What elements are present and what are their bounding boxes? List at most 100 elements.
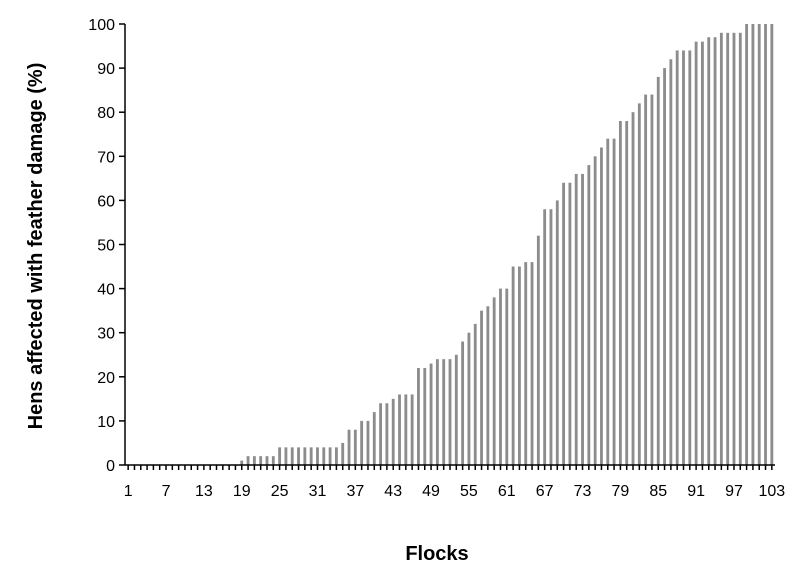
y-tick-label: 60 bbox=[97, 193, 115, 210]
bar bbox=[530, 262, 534, 465]
bar bbox=[713, 37, 717, 465]
bar bbox=[606, 138, 610, 465]
bar bbox=[366, 420, 370, 465]
bar bbox=[644, 94, 648, 465]
x-axis-title: Flocks bbox=[405, 543, 468, 565]
bar bbox=[675, 50, 679, 466]
bar bbox=[719, 32, 723, 465]
bar bbox=[391, 398, 395, 465]
x-tick-label: 13 bbox=[195, 483, 213, 500]
bar bbox=[297, 447, 300, 465]
y-axis: 0 10 20 30 40 50 60 70 80 90 100 bbox=[88, 17, 126, 475]
bar bbox=[707, 37, 711, 465]
y-tick-label: 70 bbox=[97, 149, 115, 166]
bar bbox=[429, 363, 433, 465]
bar bbox=[259, 456, 263, 465]
y-tick-label: 100 bbox=[88, 17, 115, 34]
y-tick-label: 90 bbox=[97, 61, 115, 78]
bar bbox=[328, 447, 332, 465]
bar bbox=[385, 403, 389, 465]
bar bbox=[511, 266, 515, 465]
bar bbox=[423, 367, 427, 465]
bar bbox=[473, 323, 477, 465]
x-tick-label: 49 bbox=[422, 483, 440, 500]
y-tick-label: 80 bbox=[97, 105, 115, 122]
bar bbox=[398, 394, 401, 465]
x-axis: 1 7 13 19 25 31 37 43 49 55 61 67 73 79 85 91 97 103 bbox=[124, 464, 785, 500]
x-tick-label: 103 bbox=[758, 483, 785, 500]
bar bbox=[770, 24, 774, 465]
y-tick-label: 10 bbox=[97, 414, 115, 431]
bar bbox=[492, 297, 496, 465]
bar bbox=[764, 24, 767, 465]
bar bbox=[650, 94, 654, 465]
bar bbox=[574, 173, 578, 465]
x-tick-label: 85 bbox=[649, 483, 667, 500]
bar bbox=[246, 456, 250, 465]
bar bbox=[322, 447, 326, 465]
bar bbox=[404, 394, 408, 465]
bar bbox=[448, 359, 452, 465]
x-tick-label: 1 bbox=[124, 483, 133, 500]
bar bbox=[518, 266, 521, 465]
bar bbox=[688, 50, 692, 466]
bar bbox=[341, 442, 345, 465]
bar bbox=[271, 456, 275, 465]
bar bbox=[618, 121, 622, 466]
bar bbox=[581, 173, 584, 465]
y-tick-label: 20 bbox=[97, 370, 115, 387]
bar bbox=[347, 429, 351, 465]
bar bbox=[543, 209, 547, 465]
x-tick-label: 37 bbox=[346, 483, 364, 500]
bar bbox=[499, 288, 502, 465]
bar bbox=[524, 262, 528, 465]
bar bbox=[612, 138, 616, 465]
bar bbox=[379, 403, 382, 465]
bar bbox=[738, 32, 742, 465]
y-tick-label: 0 bbox=[106, 458, 115, 475]
bar bbox=[587, 165, 591, 465]
bar bbox=[568, 182, 572, 465]
bar bbox=[745, 24, 749, 465]
bar bbox=[461, 341, 465, 465]
bar bbox=[694, 41, 698, 465]
bar bbox=[353, 429, 357, 465]
bar bbox=[726, 32, 730, 465]
bar bbox=[417, 367, 420, 465]
bar bbox=[372, 412, 376, 465]
y-tick-label: 30 bbox=[97, 326, 115, 343]
bar bbox=[637, 103, 641, 465]
y-tick-label: 40 bbox=[97, 282, 115, 299]
bar bbox=[303, 447, 307, 465]
bar bbox=[334, 447, 338, 465]
bar bbox=[549, 209, 553, 465]
bar bbox=[505, 288, 509, 465]
bar bbox=[316, 447, 319, 465]
bar bbox=[555, 200, 559, 465]
x-tick-label: 73 bbox=[574, 483, 592, 500]
bar bbox=[562, 182, 566, 465]
bar bbox=[625, 121, 629, 466]
bar bbox=[240, 460, 244, 465]
x-tick-label: 43 bbox=[384, 483, 402, 500]
bar bbox=[757, 24, 761, 465]
bar bbox=[593, 156, 597, 466]
bar bbox=[467, 332, 471, 465]
bar bbox=[278, 447, 282, 465]
bar bbox=[290, 447, 294, 465]
bar bbox=[410, 394, 414, 465]
bar bbox=[284, 447, 288, 465]
bar bbox=[600, 147, 603, 466]
bar bbox=[442, 359, 446, 465]
bar bbox=[663, 68, 666, 465]
x-tick-label: 19 bbox=[233, 483, 251, 500]
bar bbox=[480, 310, 483, 465]
bars-group bbox=[240, 24, 774, 466]
x-tick-label: 67 bbox=[536, 483, 554, 500]
bar bbox=[309, 447, 313, 465]
bar bbox=[656, 76, 660, 466]
y-axis-title: Hens affected with feather damage (%) bbox=[25, 63, 47, 430]
bar bbox=[701, 41, 704, 465]
bar bbox=[486, 306, 490, 465]
